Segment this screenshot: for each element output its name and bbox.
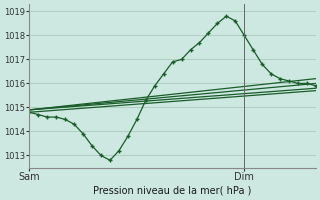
X-axis label: Pression niveau de la mer( hPa ): Pression niveau de la mer( hPa ) <box>93 186 252 196</box>
